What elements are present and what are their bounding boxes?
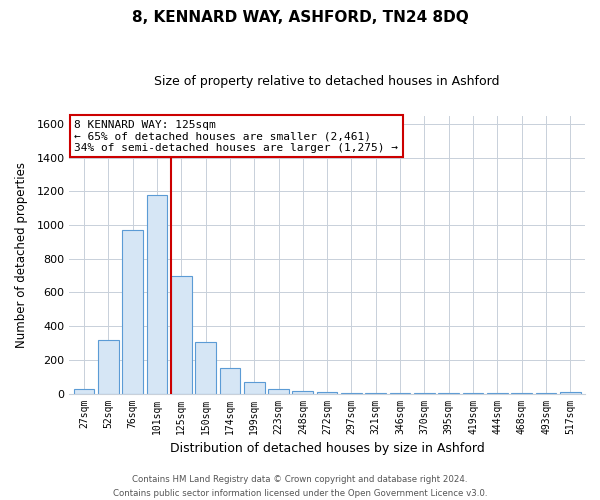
Y-axis label: Number of detached properties: Number of detached properties bbox=[15, 162, 28, 348]
Bar bbox=[98, 340, 119, 394]
Bar bbox=[220, 368, 240, 394]
Bar bbox=[341, 392, 362, 394]
Text: 8, KENNARD WAY, ASHFORD, TN24 8DQ: 8, KENNARD WAY, ASHFORD, TN24 8DQ bbox=[131, 10, 469, 25]
Bar bbox=[244, 382, 265, 394]
Bar bbox=[74, 390, 94, 394]
Bar bbox=[268, 390, 289, 394]
Bar bbox=[122, 230, 143, 394]
Title: Size of property relative to detached houses in Ashford: Size of property relative to detached ho… bbox=[154, 75, 500, 88]
Text: 8 KENNARD WAY: 125sqm
← 65% of detached houses are smaller (2,461)
34% of semi-d: 8 KENNARD WAY: 125sqm ← 65% of detached … bbox=[74, 120, 398, 153]
Bar bbox=[560, 392, 581, 394]
X-axis label: Distribution of detached houses by size in Ashford: Distribution of detached houses by size … bbox=[170, 442, 485, 455]
Bar bbox=[195, 342, 216, 394]
Text: Contains HM Land Registry data © Crown copyright and database right 2024.
Contai: Contains HM Land Registry data © Crown c… bbox=[113, 476, 487, 498]
Bar bbox=[365, 393, 386, 394]
Bar bbox=[171, 276, 191, 394]
Bar bbox=[317, 392, 337, 394]
Bar bbox=[146, 194, 167, 394]
Bar bbox=[292, 391, 313, 394]
